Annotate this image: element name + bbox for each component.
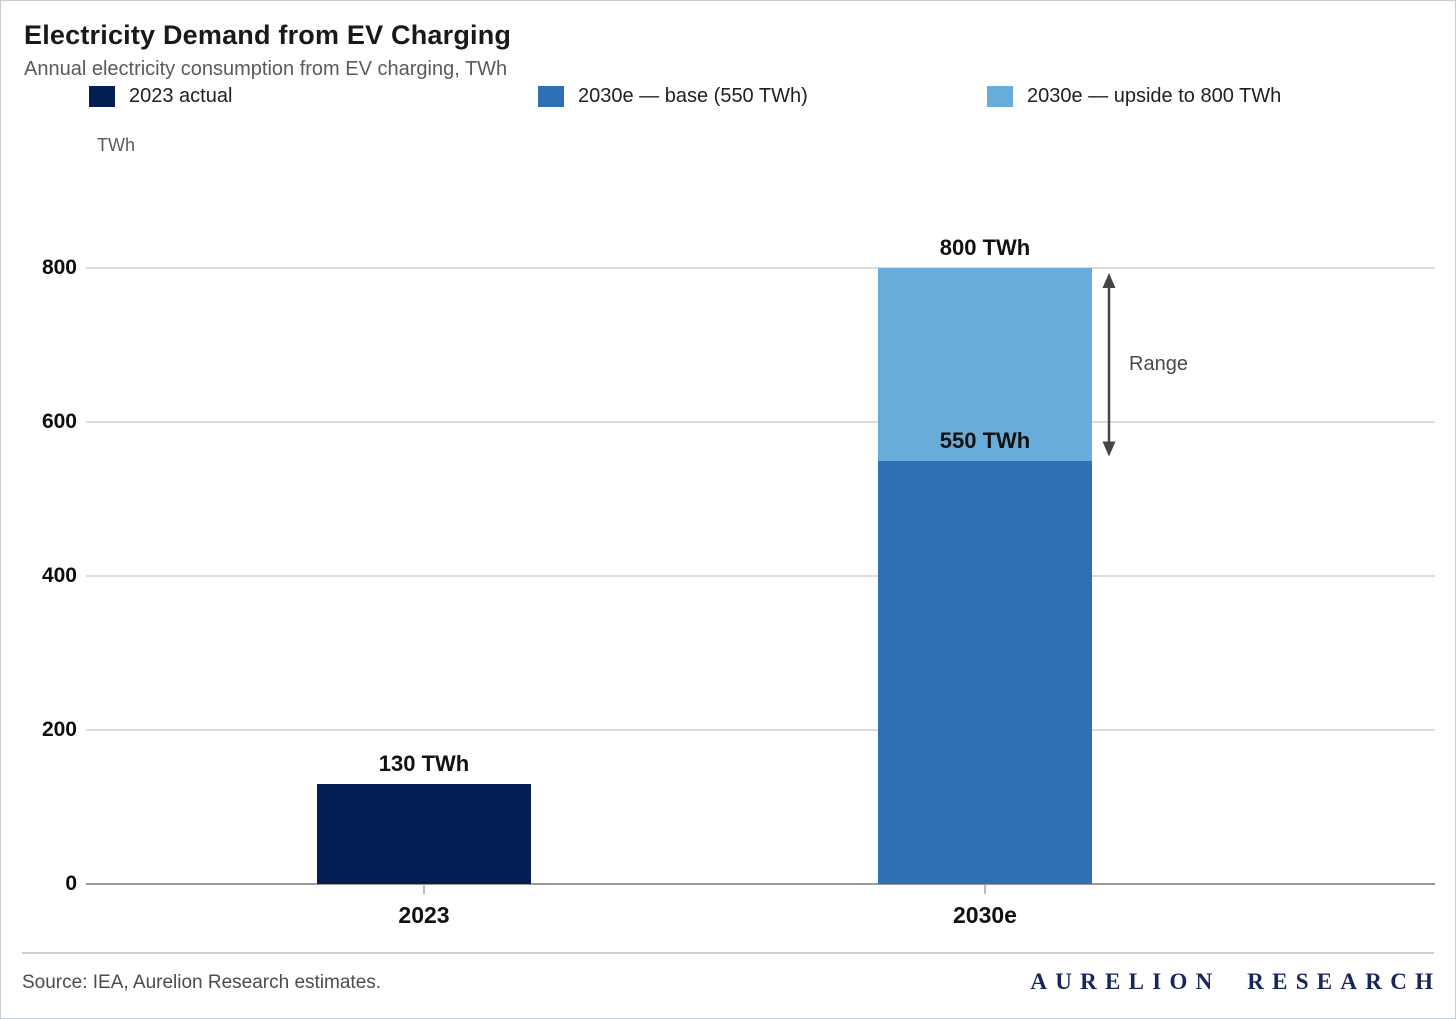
y-tick-label: 600 bbox=[41, 410, 77, 433]
legend-label: 2030e — base (550 TWh) bbox=[578, 85, 808, 107]
y-tick-label: 800 bbox=[41, 256, 77, 279]
bar-segment bbox=[317, 783, 531, 884]
legend-swatch bbox=[987, 86, 1013, 107]
x-category-label: 2030e bbox=[953, 902, 1017, 928]
y-axis-unit-label: TWh bbox=[97, 135, 135, 155]
brand-logotype: AURELION RESEARCH bbox=[1030, 969, 1442, 994]
range-arrow-icon bbox=[1102, 273, 1116, 457]
y-tick-label: 0 bbox=[65, 872, 77, 895]
page-title: Electricity Demand from EV Charging bbox=[24, 20, 512, 50]
legend-item: 2030e — upside to 800 TWh bbox=[987, 85, 1281, 108]
x-axis-line bbox=[86, 883, 1435, 885]
legend-swatch bbox=[89, 86, 115, 107]
bar-value-label: 130 TWh bbox=[378, 750, 470, 776]
y-tick-label: 400 bbox=[41, 564, 77, 587]
legend-label: 2023 actual bbox=[129, 85, 233, 107]
legend: 2023 actual 2030e — base (550 TWh) 2030e —… bbox=[1, 85, 1455, 111]
footer-divider bbox=[22, 952, 1434, 954]
bar-value-label: 550 TWh bbox=[939, 427, 1031, 453]
y-tick-label: 200 bbox=[41, 718, 77, 741]
gridline bbox=[86, 421, 1435, 423]
bar-segment bbox=[878, 268, 1092, 461]
legend-item: 2023 actual bbox=[89, 85, 232, 108]
legend-item: 2030e — base (550 TWh) bbox=[538, 85, 808, 108]
range-annotation-label: Range bbox=[1129, 352, 1188, 375]
x-category-label: 2023 bbox=[398, 902, 450, 928]
x-axis-tick bbox=[984, 885, 986, 894]
bar-segment bbox=[878, 460, 1092, 884]
page-subtitle: Annual electricity consumption from EV c… bbox=[24, 58, 508, 80]
bar-value-label: 800 TWh bbox=[939, 235, 1031, 260]
legend-label: 2030e — upside to 800 TWh bbox=[1027, 85, 1282, 107]
gridline bbox=[86, 575, 1435, 577]
x-axis-tick bbox=[423, 885, 425, 894]
gridline bbox=[86, 729, 1435, 731]
gridline bbox=[86, 267, 1435, 269]
source-note: Source: IEA, Aurelion Research estimates… bbox=[22, 972, 382, 993]
legend-swatch bbox=[538, 86, 564, 107]
